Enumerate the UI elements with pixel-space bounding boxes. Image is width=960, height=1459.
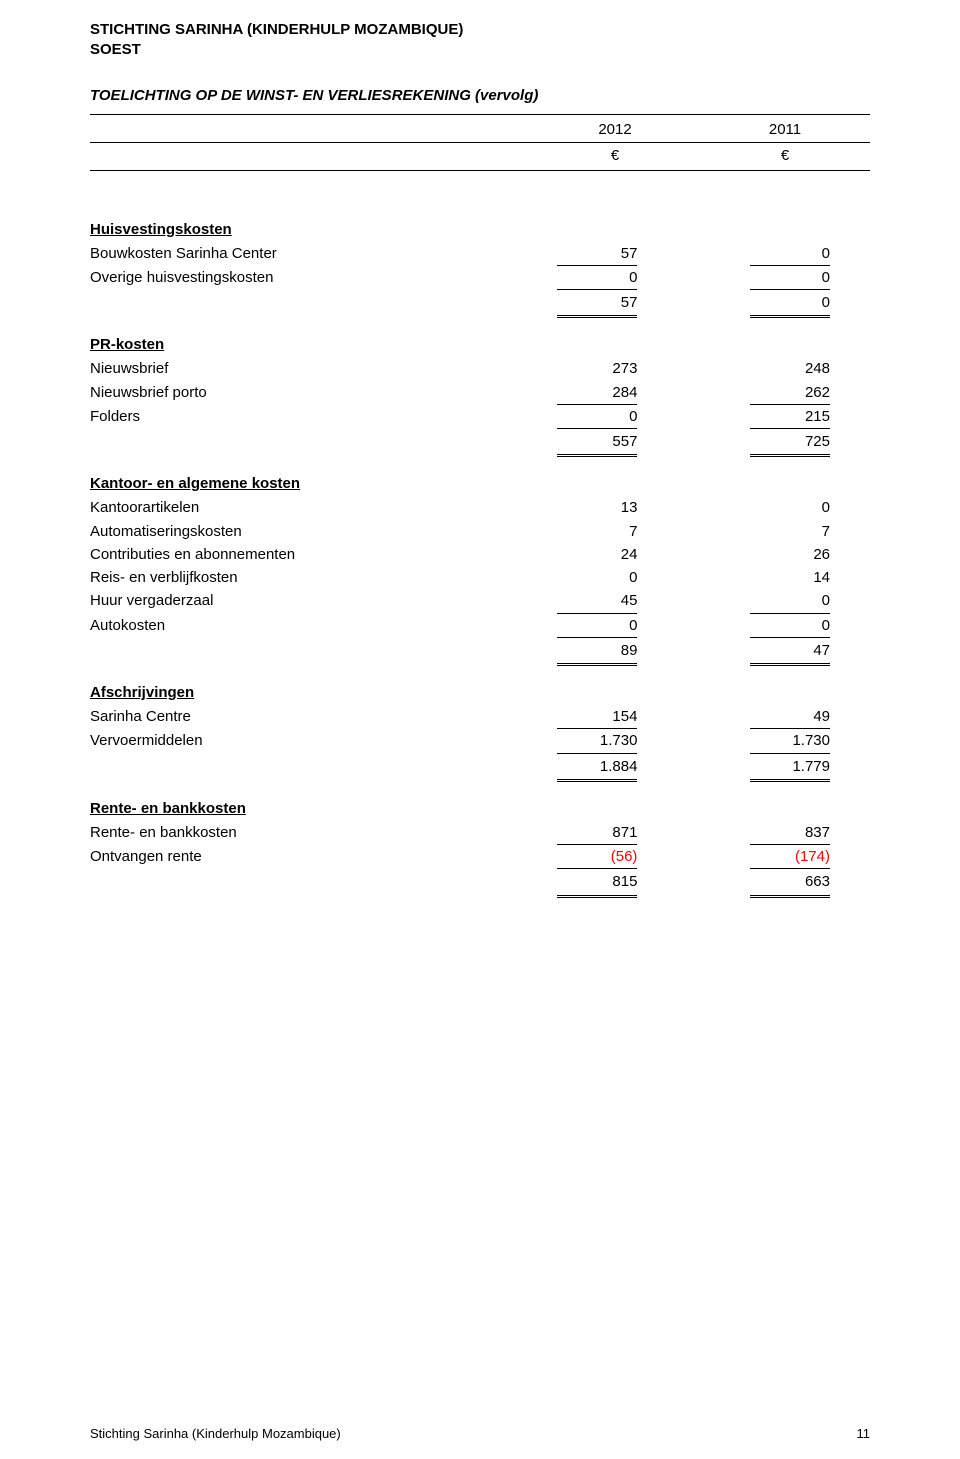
table-row: Contributies en abonnementen 24 26 <box>90 543 870 566</box>
row-val-2011: 7 <box>677 520 870 543</box>
row-val-2011: 837 <box>677 821 870 844</box>
table-row: Automatiseringskosten 7 7 <box>90 520 870 543</box>
total-row: 57 0 <box>90 289 870 318</box>
group-title-pr: PR-kosten <box>90 336 870 353</box>
table-row: Nieuwsbrief 273 248 <box>90 357 870 380</box>
total-2012: 57 <box>485 289 678 318</box>
table-row: Vervoermiddelen 1.730 1.730 <box>90 728 870 752</box>
row-label: Contributies en abonnementen <box>90 543 485 566</box>
org-name: STICHTING SARINHA (KINDERHULP MOZAMBIQUE… <box>90 20 870 40</box>
total-2011: 1.779 <box>677 753 870 782</box>
row-val-2012: 57 <box>485 242 678 265</box>
row-val-2012: 0 <box>485 404 678 428</box>
row-val-2011: 262 <box>677 381 870 404</box>
row-val-2012: 871 <box>485 821 678 844</box>
table-row: Autokosten 0 0 <box>90 613 870 637</box>
total-2011: 0 <box>677 289 870 318</box>
total-2011: 725 <box>677 428 870 457</box>
row-val-2012: 7 <box>485 520 678 543</box>
table-row: Huur vergaderzaal 45 0 <box>90 589 870 612</box>
row-val-2011: 14 <box>677 566 870 589</box>
row-val-2012: 154 <box>485 705 678 728</box>
currency-2012: € <box>530 147 700 164</box>
org-city: SOEST <box>90 40 870 60</box>
page: STICHTING SARINHA (KINDERHULP MOZAMBIQUE… <box>0 0 960 1459</box>
row-val-2011: 26 <box>677 543 870 566</box>
row-val-2012: (56) <box>485 844 678 868</box>
row-val-2012: 24 <box>485 543 678 566</box>
total-row: 815 663 <box>90 868 870 897</box>
currency-2011: € <box>700 147 870 164</box>
footer-page-number: 11 <box>857 1426 871 1441</box>
row-val-2011: 0 <box>677 613 870 637</box>
row-val-2011: 1.730 <box>677 728 870 752</box>
row-val-2011: 248 <box>677 357 870 380</box>
row-val-2011: 0 <box>677 589 870 612</box>
year-2011: 2011 <box>700 121 870 138</box>
row-label: Huur vergaderzaal <box>90 589 485 612</box>
row-label: Reis- en verblijfkosten <box>90 566 485 589</box>
total-2012: 815 <box>485 868 678 897</box>
total-2011: 47 <box>677 637 870 666</box>
row-label: Bouwkosten Sarinha Center <box>90 242 485 265</box>
total-row: 557 725 <box>90 428 870 457</box>
row-val-2012: 0 <box>485 566 678 589</box>
table-row: Ontvangen rente (56) (174) <box>90 844 870 868</box>
row-label: Overige huisvestingskosten <box>90 266 485 289</box>
row-label: Vervoermiddelen <box>90 729 485 752</box>
row-val-2012: 284 <box>485 381 678 404</box>
table-row: Overige huisvestingskosten 0 0 <box>90 265 870 289</box>
row-val-2012: 0 <box>485 613 678 637</box>
year-2012: 2012 <box>530 121 700 138</box>
row-val-2012: 1.730 <box>485 728 678 752</box>
row-val-2011: 49 <box>677 705 870 728</box>
row-label: Nieuwsbrief porto <box>90 381 485 404</box>
footer-org: Stichting Sarinha (Kinderhulp Mozambique… <box>90 1426 341 1441</box>
total-2012: 89 <box>485 637 678 666</box>
total-row: 1.884 1.779 <box>90 753 870 782</box>
row-label: Kantoorartikelen <box>90 496 485 519</box>
group-title-afschrijvingen: Afschrijvingen <box>90 684 870 701</box>
row-label: Nieuwsbrief <box>90 357 485 380</box>
row-val-2011: (174) <box>677 844 870 868</box>
table-row: Rente- en bankkosten 871 837 <box>90 821 870 844</box>
year-header-row: 2012 2011 <box>90 114 870 143</box>
total-2012: 1.884 <box>485 753 678 782</box>
total-row: 89 47 <box>90 637 870 666</box>
row-val-2011: 0 <box>677 496 870 519</box>
table-row: Reis- en verblijfkosten 0 14 <box>90 566 870 589</box>
row-label: Rente- en bankkosten <box>90 821 485 844</box>
row-val-2012: 273 <box>485 357 678 380</box>
group-title-rente: Rente- en bankkosten <box>90 800 870 817</box>
total-2012: 557 <box>485 428 678 457</box>
table-row: Bouwkosten Sarinha Center 57 0 <box>90 242 870 265</box>
row-label: Automatiseringskosten <box>90 520 485 543</box>
row-val-2011: 215 <box>677 404 870 428</box>
row-val-2012: 13 <box>485 496 678 519</box>
row-val-2011: 0 <box>677 242 870 265</box>
row-val-2012: 45 <box>485 589 678 612</box>
page-footer: Stichting Sarinha (Kinderhulp Mozambique… <box>90 1426 870 1441</box>
row-label: Ontvangen rente <box>90 845 485 868</box>
spacer <box>90 121 530 138</box>
row-val-2011: 0 <box>677 265 870 289</box>
total-2011: 663 <box>677 868 870 897</box>
section-title: TOELICHTING OP DE WINST- EN VERLIESREKEN… <box>90 87 870 104</box>
table-row: Kantoorartikelen 13 0 <box>90 496 870 519</box>
page-header: STICHTING SARINHA (KINDERHULP MOZAMBIQUE… <box>90 20 870 61</box>
row-label: Autokosten <box>90 614 485 637</box>
currency-row: € € <box>90 147 870 171</box>
table-row: Sarinha Centre 154 49 <box>90 705 870 728</box>
row-label: Folders <box>90 405 485 428</box>
row-label: Sarinha Centre <box>90 705 485 728</box>
table-row: Nieuwsbrief porto 284 262 <box>90 381 870 404</box>
table-row: Folders 0 215 <box>90 404 870 428</box>
row-val-2012: 0 <box>485 265 678 289</box>
spacer <box>90 147 530 164</box>
group-title-kantoor: Kantoor- en algemene kosten <box>90 475 870 492</box>
group-title-huisvesting: Huisvestingskosten <box>90 221 870 238</box>
